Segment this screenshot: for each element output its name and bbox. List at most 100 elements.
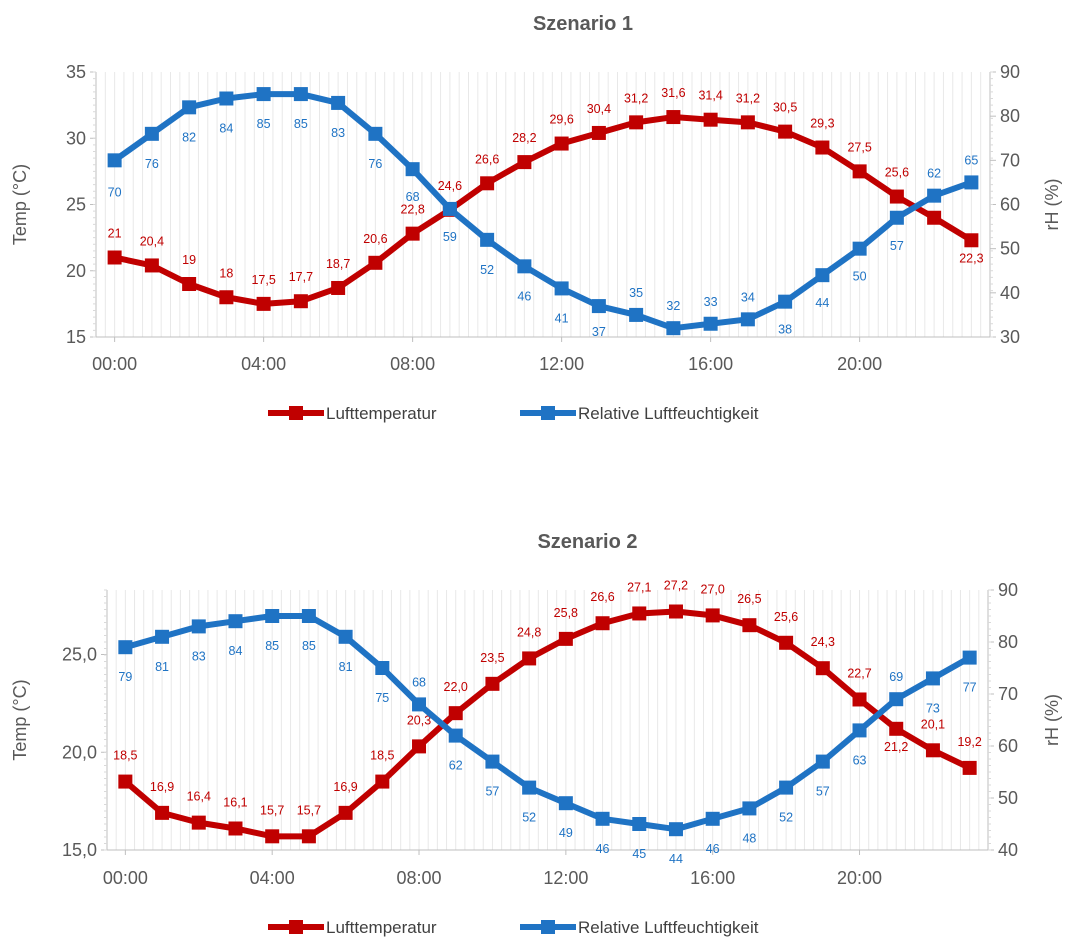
y-tick-label: 15 bbox=[66, 327, 86, 347]
data-point bbox=[964, 233, 979, 248]
data-label: 26,6 bbox=[590, 590, 614, 604]
data-label: 17,7 bbox=[289, 270, 313, 284]
data-label: 84 bbox=[229, 644, 243, 658]
data-label: 69 bbox=[889, 670, 903, 684]
data-point bbox=[301, 609, 316, 623]
data-label: 34 bbox=[741, 290, 755, 304]
data-label: 24,6 bbox=[438, 179, 462, 193]
series-lufttemperatur: 18,5 16,9 16,4 16,1 15,7 15,7 16,9 18,5 20,3 22,0… bbox=[113, 579, 982, 844]
chart-2: Szenario 2 15,0 20,0 25,0 40 50 60 70 80 90 00:00 0… bbox=[10, 531, 1062, 937]
data-label: 70 bbox=[108, 185, 122, 199]
data-point bbox=[703, 112, 718, 127]
data-point bbox=[925, 671, 940, 686]
x-tick-label: 04:00 bbox=[241, 354, 286, 374]
data-label: 46 bbox=[596, 842, 610, 856]
y-axis-title: Temp (°C) bbox=[10, 164, 30, 245]
data-point bbox=[118, 640, 133, 655]
data-label: 23,5 bbox=[480, 651, 504, 665]
data-label: 75 bbox=[375, 691, 389, 705]
data-point bbox=[629, 115, 644, 130]
data-label: 49 bbox=[559, 826, 573, 840]
data-point bbox=[666, 110, 681, 125]
data-label: 65 bbox=[964, 153, 978, 167]
data-point bbox=[962, 650, 977, 665]
data-label: 85 bbox=[294, 117, 308, 131]
data-label: 31,2 bbox=[736, 91, 760, 105]
data-label: 24,3 bbox=[811, 635, 835, 649]
data-point bbox=[107, 153, 122, 168]
data-label: 27,0 bbox=[701, 582, 725, 596]
data-point bbox=[889, 721, 904, 736]
data-point bbox=[412, 739, 427, 754]
data-point bbox=[964, 175, 979, 190]
x-tick-label: 08:00 bbox=[396, 868, 441, 888]
data-point bbox=[778, 124, 793, 139]
data-point bbox=[375, 661, 390, 675]
data-label: 52 bbox=[779, 811, 793, 825]
data-point bbox=[155, 629, 170, 644]
data-label: 29,6 bbox=[549, 113, 573, 127]
data-label: 16,1 bbox=[223, 795, 247, 809]
data-label: 79 bbox=[118, 670, 132, 684]
y2-tick-label: 50 bbox=[998, 788, 1018, 808]
data-label: 44 bbox=[669, 852, 683, 866]
data-point bbox=[703, 316, 718, 331]
data-point bbox=[852, 692, 867, 707]
data-label: 52 bbox=[480, 263, 494, 277]
y2-axis-title: rH (%) bbox=[1042, 694, 1062, 746]
data-label: 82 bbox=[182, 130, 196, 144]
data-label: 17,5 bbox=[251, 273, 275, 287]
data-label: 57 bbox=[816, 785, 830, 799]
data-label: 29,3 bbox=[810, 117, 834, 131]
x-tick-label: 20:00 bbox=[837, 868, 882, 888]
y2-tick-label: 70 bbox=[998, 684, 1018, 704]
legend-marker bbox=[541, 406, 555, 420]
x-tick-label: 12:00 bbox=[539, 354, 584, 374]
data-point bbox=[265, 609, 280, 623]
data-point bbox=[331, 95, 346, 110]
data-label: 20,3 bbox=[407, 713, 431, 727]
data-label: 63 bbox=[853, 753, 867, 767]
data-label: 18 bbox=[219, 266, 233, 280]
y-tick-label: 35 bbox=[66, 62, 86, 82]
data-point bbox=[962, 760, 977, 775]
data-point bbox=[256, 87, 271, 102]
legend-item-lufttemperatur: Lufttemperatur bbox=[268, 404, 437, 423]
y2-tick-label: 90 bbox=[998, 580, 1018, 600]
data-point bbox=[144, 258, 159, 273]
data-point bbox=[182, 277, 197, 291]
y-tick-label: 30 bbox=[66, 128, 86, 148]
chart-title: Szenario 2 bbox=[537, 531, 637, 553]
data-point bbox=[405, 162, 420, 177]
y-tick-label: 20 bbox=[66, 261, 86, 281]
y-axis-title: Temp (°C) bbox=[10, 679, 30, 760]
data-point bbox=[632, 817, 647, 831]
data-point bbox=[228, 821, 243, 836]
legend-marker bbox=[541, 920, 555, 934]
data-label: 28,2 bbox=[512, 131, 536, 145]
data-point bbox=[595, 811, 610, 826]
data-point bbox=[852, 241, 867, 256]
legend-item-relative-luftfeuchtigkeit: Relative Luftfeuchtigkeit bbox=[520, 404, 759, 423]
data-point bbox=[219, 91, 234, 106]
data-label: 22,8 bbox=[400, 203, 424, 217]
data-label: 19 bbox=[182, 253, 196, 267]
data-label: 27,2 bbox=[664, 579, 688, 593]
data-label: 57 bbox=[485, 785, 499, 799]
data-point bbox=[485, 676, 500, 691]
data-point bbox=[405, 226, 420, 241]
data-point bbox=[779, 635, 794, 650]
data-point bbox=[705, 608, 720, 623]
data-point bbox=[191, 619, 206, 634]
data-point bbox=[448, 728, 463, 743]
data-point bbox=[118, 774, 133, 789]
data-point bbox=[144, 126, 159, 141]
data-point bbox=[522, 651, 537, 666]
legend-label: Lufttemperatur bbox=[326, 404, 437, 423]
legend-label: Lufttemperatur bbox=[326, 918, 437, 937]
x-tick-label: 20:00 bbox=[837, 354, 882, 374]
data-label: 20,6 bbox=[363, 232, 387, 246]
data-label: 18,5 bbox=[370, 749, 394, 763]
data-label: 38 bbox=[778, 323, 792, 337]
y2-tick-label: 30 bbox=[1000, 327, 1020, 347]
